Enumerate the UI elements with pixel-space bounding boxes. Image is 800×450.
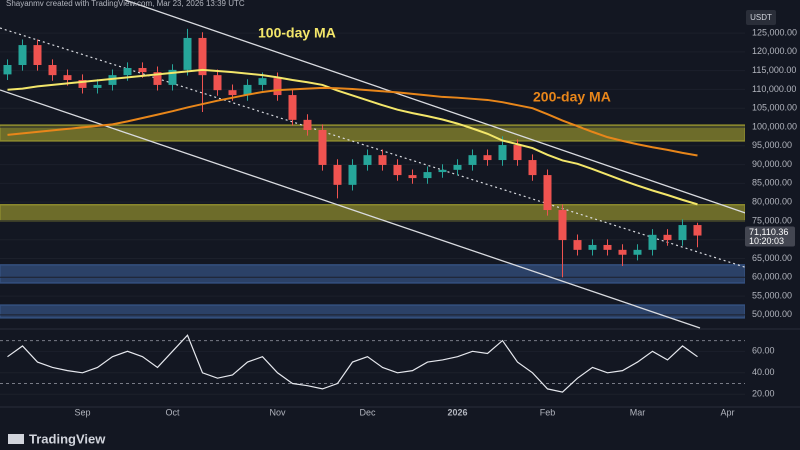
candle-body	[138, 68, 147, 73]
last-price-tag	[745, 226, 795, 247]
y-tick-label: 75,000.00	[752, 215, 792, 225]
zone	[0, 204, 746, 222]
logo-mark	[8, 434, 24, 444]
candle-body	[93, 84, 102, 88]
rsi-line	[7, 334, 698, 393]
y-tick-label: 120,000.00	[752, 46, 797, 56]
candle-body	[318, 129, 327, 165]
x-tick-label: Mar	[630, 407, 646, 417]
candle-body	[423, 172, 432, 179]
candle-body	[18, 45, 27, 65]
y-tick-label: 100,000.00	[752, 121, 797, 131]
candle-body	[348, 164, 357, 185]
x-tick-label: 2026	[447, 407, 467, 417]
y-tick-label: 55,000.00	[752, 290, 792, 300]
last-price-label: 71,110.36	[749, 227, 788, 237]
moving-average	[7, 68, 698, 206]
candle-body	[453, 164, 462, 170]
attribution: Shayanmv created with TradingView.com, M…	[6, 0, 245, 8]
y-tick-label: 60,000.00	[752, 272, 792, 282]
candle-body	[693, 225, 702, 236]
y-tick-label: 105,000.00	[752, 103, 797, 113]
x-tick-label: Oct	[165, 407, 180, 417]
channel-lower	[0, 89, 701, 329]
candle-body	[483, 155, 492, 161]
y-tick-label: 115,000.00	[752, 65, 796, 75]
candle-body	[258, 78, 267, 85]
y-tick-label: 60.00	[752, 346, 775, 356]
candle-body	[543, 175, 552, 211]
candle-body	[498, 145, 507, 161]
candle-body	[288, 95, 297, 120]
moving-average	[7, 86, 698, 157]
candle-body	[468, 155, 477, 165]
candle-body	[168, 69, 177, 85]
candle-body	[633, 249, 642, 255]
candle-body	[573, 240, 582, 250]
price-axis	[745, 0, 800, 450]
candle-body	[333, 164, 342, 185]
candle-body	[273, 78, 282, 96]
candle-body	[303, 119, 312, 130]
y-tick-label: 65,000.00	[752, 253, 792, 263]
y-tick-label: 80,000.00	[752, 197, 792, 207]
x-tick-label: Apr	[720, 407, 734, 417]
y-tick-label: 90,000.00	[752, 159, 792, 169]
y-tick-label: 110,000.00	[752, 84, 796, 94]
x-tick-label: Feb	[540, 407, 556, 417]
candle-body	[603, 244, 612, 250]
candle-body	[558, 210, 567, 241]
annotation: 100-day MA	[258, 25, 336, 41]
candle-body	[588, 244, 597, 250]
zone	[0, 264, 746, 284]
candle-body	[513, 145, 522, 161]
currency-box	[746, 10, 776, 25]
y-tick-label: 95,000.00	[752, 140, 792, 150]
candle-body	[378, 155, 387, 165]
candle-body	[438, 169, 447, 173]
candle-body	[213, 75, 222, 91]
candle-body	[663, 234, 672, 241]
channel-upper	[124, 0, 761, 219]
candle-body	[618, 249, 627, 255]
countdown: 10:20:03	[749, 236, 784, 246]
y-tick-label: 125,000.00	[752, 27, 797, 37]
x-tick-label: Dec	[359, 407, 376, 417]
annotation: 200-day MA	[533, 89, 611, 105]
candle-body	[153, 72, 162, 85]
logo-text: TradingView	[29, 431, 106, 446]
candle-body	[123, 68, 132, 76]
y-tick-label: 40.00	[752, 367, 775, 377]
currency: USDT	[750, 13, 772, 22]
candle-body	[108, 75, 117, 85]
x-tick-label: Sep	[74, 407, 90, 417]
candle-body	[678, 225, 687, 241]
candle-body	[33, 45, 42, 65]
y-tick-label: 50,000.00	[752, 309, 792, 319]
candle-body	[3, 64, 12, 75]
candle-body	[78, 80, 87, 88]
candle-body	[183, 37, 192, 70]
candle-body	[243, 84, 252, 96]
candle-body	[363, 155, 372, 165]
x-tick-label: Nov	[269, 407, 286, 417]
candle-body	[408, 175, 417, 179]
candle-body	[228, 90, 237, 96]
candle-body	[648, 234, 657, 250]
candle-body	[393, 164, 402, 176]
y-tick-label: 20.00	[752, 389, 775, 399]
candle-body	[528, 160, 537, 176]
zone	[0, 304, 746, 319]
y-tick-label: 85,000.00	[752, 178, 792, 188]
candle-body	[63, 75, 72, 81]
candle-body	[48, 64, 57, 76]
candle-body	[198, 37, 207, 76]
logo: TradingView	[8, 431, 106, 446]
